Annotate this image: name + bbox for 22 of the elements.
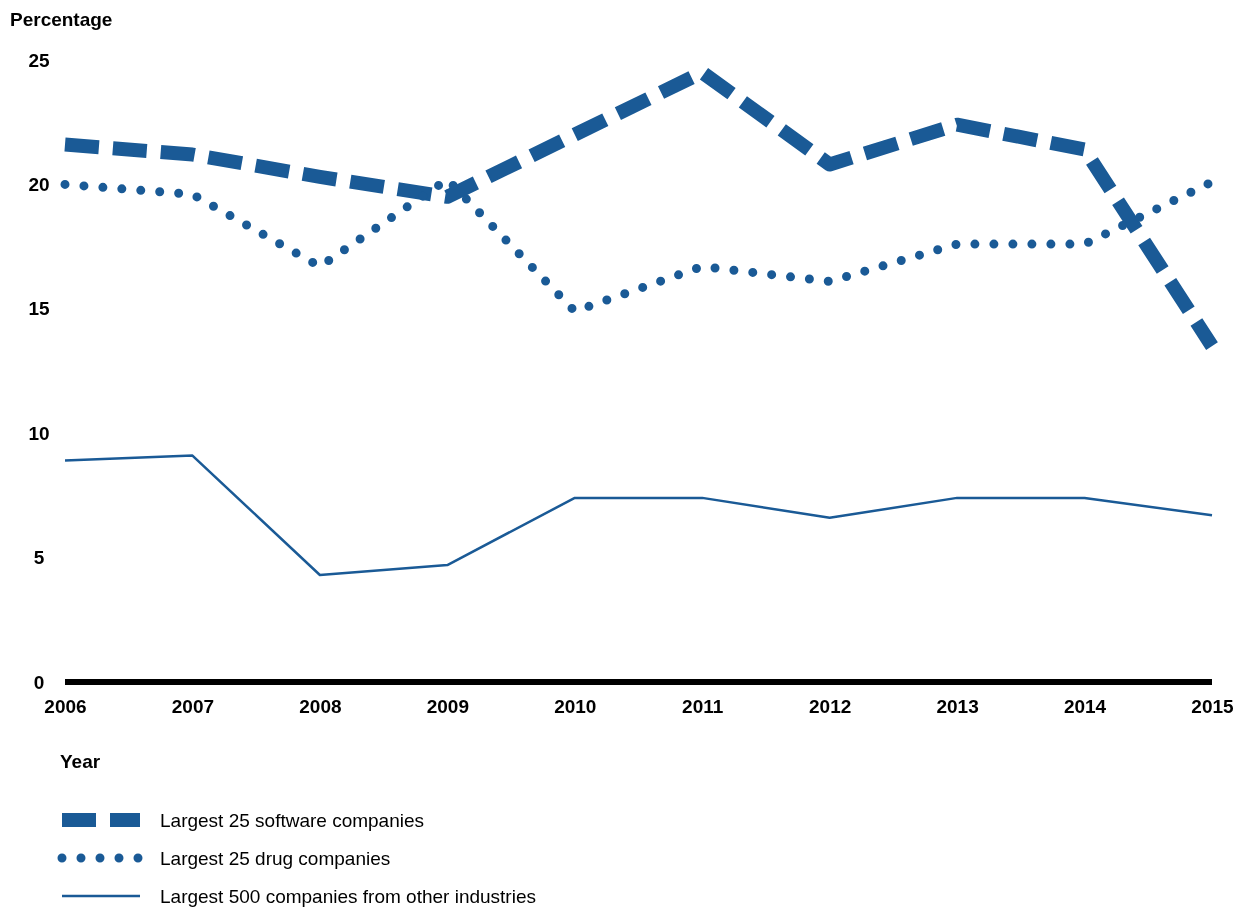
y-tick-label: 15 [28, 298, 50, 320]
x-tick-label: 2007 [171, 696, 215, 718]
x-axis-title: Year [60, 751, 101, 772]
y-tick-label: 10 [28, 422, 50, 444]
y-tick-label: 20 [28, 173, 50, 195]
x-tick-label: 2013 [936, 696, 979, 718]
x-tick-label: 2015 [1191, 696, 1235, 718]
y-tick-label: 25 [28, 49, 50, 71]
legend-label: Largest 500 companies from other industries [160, 886, 536, 907]
y-tick-label: 0 [33, 671, 45, 693]
x-tick-label: 2009 [426, 696, 469, 718]
x-tick-label: 2011 [682, 696, 724, 718]
y-tick-label: 5 [33, 547, 45, 569]
line-series [63, 454, 1214, 577]
x-tick-label: 2012 [809, 696, 852, 718]
y-axis-title: Percentage [10, 9, 113, 30]
x-tick-label: 2014 [1063, 696, 1107, 718]
legend-label: Largest 25 drug companies [160, 848, 391, 869]
legend-label: Largest 25 software companies [160, 810, 425, 831]
x-tick-label: 2010 [554, 696, 597, 718]
x-tick-label: 2008 [299, 696, 342, 718]
x-tick-label: 2006 [44, 696, 87, 718]
